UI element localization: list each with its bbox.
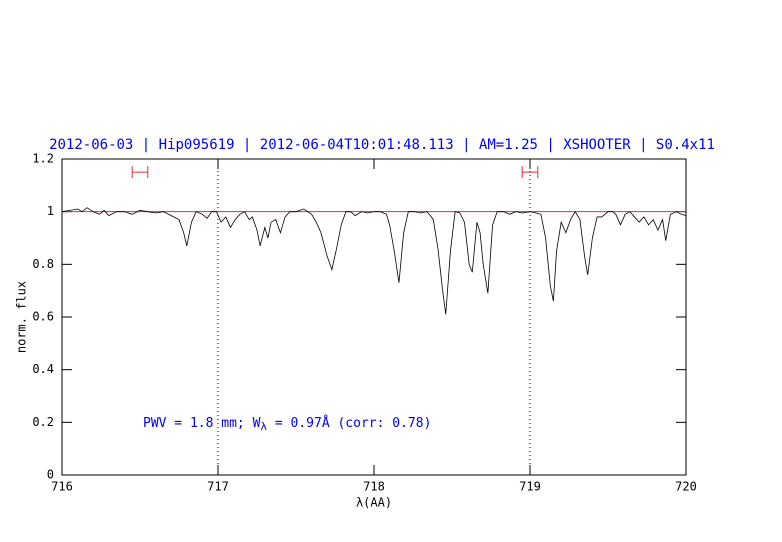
- x-tick-label: 717: [207, 480, 229, 494]
- x-tick-label: 718: [363, 480, 385, 494]
- y-tick-label: 1: [47, 204, 54, 218]
- y-tick-label: 0.4: [32, 362, 54, 376]
- plot-frame: [61, 158, 687, 476]
- y-tick-label: 0.8: [32, 257, 54, 271]
- annotation-part: PWV = 1.8 mm; W: [143, 416, 261, 431]
- spectrum-line: [61, 207, 687, 315]
- interval-marker: [131, 166, 149, 179]
- y-tick-label: 0.2: [32, 415, 54, 429]
- x-tick-label: 716: [51, 480, 73, 494]
- y-tick-label: 1.2: [32, 152, 54, 166]
- annotation-subscript: λ: [260, 420, 267, 433]
- x-tick-label: 720: [675, 480, 697, 494]
- annotation-part: = 0.97Å (corr: 0.78): [267, 415, 431, 431]
- chart-title: 2012-06-03 | Hip095619 | 2012-06-04T10:0…: [49, 137, 715, 153]
- y-tick-label: 0: [47, 468, 54, 482]
- y-tick-label: 0.6: [32, 310, 54, 324]
- interval-marker: [521, 166, 539, 179]
- x-axis-label: λ(AA): [356, 496, 392, 510]
- annotation: PWV = 1.8 mm; Wλ = 0.97Å (corr: 0.78): [143, 415, 431, 434]
- y-axis-label: norm. flux: [15, 281, 29, 353]
- x-tick-label: 719: [519, 480, 541, 494]
